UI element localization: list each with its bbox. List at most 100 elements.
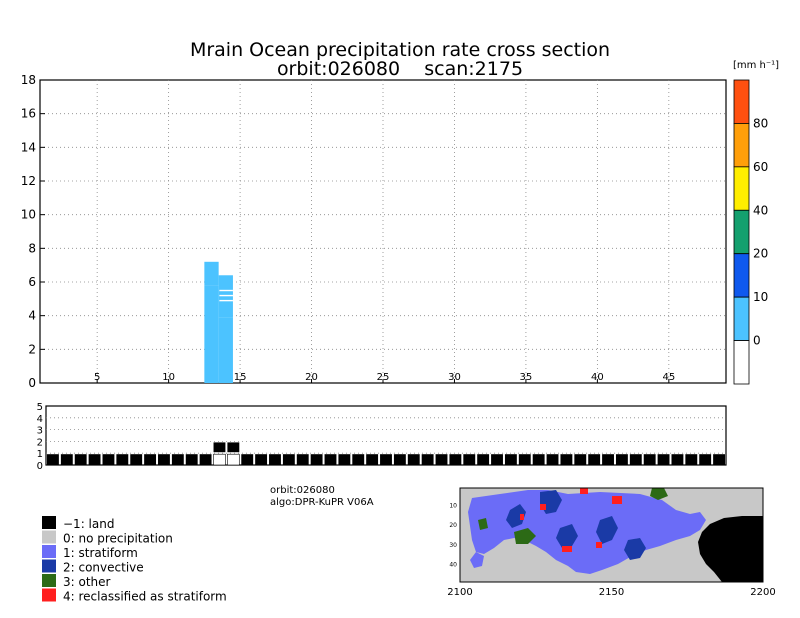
legend-label: 3: other [63,575,111,589]
chart-title: Mrain Ocean precipitation rate cross sec… [190,39,610,61]
type-bar [296,454,309,465]
type-bar [421,454,434,465]
map-y-tick-label: 10 [449,503,457,510]
main-x-tick-label: 30 [448,372,461,383]
main-x-tick-label: 25 [377,372,390,383]
colorbar-tick-label: 0 [753,334,761,348]
type-y-tick-label: 1 [37,449,43,460]
type-bar [213,442,226,453]
type-bar [532,454,545,465]
type-bar [144,454,157,465]
map-other-patch [514,528,536,544]
map-y-tick-label: 30 [449,542,457,549]
colorbar-tick-label: 60 [753,160,768,174]
map-stratiform-patch [470,552,484,568]
type-bar-base [213,453,226,466]
main-y-tick-label: 2 [28,342,36,356]
type-bar [282,454,295,465]
colorbar-unit: [mm h⁻¹] [733,60,779,71]
precip-cell [218,317,233,383]
map-reclassified-patch [612,496,622,504]
map-x-tick-label: 2200 [750,587,775,598]
colorbar-tick-label: 20 [753,247,768,261]
precip-cell-gap [219,289,233,292]
legend-swatch [42,559,56,573]
type-bar [380,454,392,465]
type-y-tick-label: 3 [37,426,43,437]
type-bar [199,454,212,465]
main-y-tick-label: 16 [21,107,36,121]
type-y-tick-label: 0 [37,461,43,472]
colorbar-box [733,166,750,211]
main-x-tick-label: 40 [591,372,604,383]
precip-cell-gap [219,299,233,302]
type-y-tick-label: 2 [37,437,43,448]
type-bar [574,454,587,465]
type-bar [699,454,712,465]
type-bar [366,454,379,465]
type-bar [685,454,698,465]
precip-cell [204,261,219,286]
type-bar [560,454,573,465]
map-x-tick-label: 2100 [447,587,472,598]
type-bar [602,454,614,465]
type-bar [352,454,365,465]
type-bar [255,454,268,465]
map-x-ticks: 2100 2150 2200 [447,587,775,598]
type-grid [46,417,726,454]
type-bar [435,454,448,465]
type-bar [477,454,490,465]
cross-section-panel: 5 10 15 20 25 30 35 40 45 0 2 4 6 8 10 12 14 16 18 [21,73,727,390]
map-y-tick-label: 40 [449,561,457,568]
main-x-tick-label: 45 [662,372,675,383]
type-bar [158,454,170,465]
type-bar [643,454,656,465]
main-y-tick-label: 10 [21,208,36,222]
legend-swatch [42,530,56,544]
type-bar [615,454,628,465]
type-bars [47,442,725,466]
colorbar-boxes [733,79,750,385]
type-bar [393,454,406,465]
type-bar [338,454,351,465]
type-bar [657,454,670,465]
type-y-tick-label: 4 [37,414,43,425]
legend-label: 1: stratiform [63,546,138,560]
map-convective-patch [506,504,526,528]
main-x-tick-label: 20 [305,372,318,383]
type-bar [227,442,240,453]
main-x-tick-label: 10 [162,372,175,383]
type-bar [713,454,725,465]
map-reclassified-patch [520,514,524,520]
legend-label: −1: land [63,517,114,531]
main-x-tick-label: 5 [94,372,100,383]
main-plot-frame [39,79,727,384]
colorbar-tick-label: 40 [753,203,768,217]
colorbar-box [733,253,750,298]
main-y-tick-label: 14 [21,140,36,154]
type-bar [102,454,115,465]
type-bar [629,454,642,465]
colorbar-tick-label: 10 [753,290,768,304]
precip-cell [204,285,219,383]
type-bar [185,454,198,465]
type-bar [324,454,337,465]
legend-label: 2: convective [63,561,144,575]
map-x-tick-label: 2150 [599,587,624,598]
type-bar [546,454,559,465]
colorbar-tick-label: 80 [753,116,768,130]
type-bar [269,454,281,465]
type-bar [171,454,184,465]
colorbar: [mm h⁻¹] 0 10 20 40 60 80 [733,60,779,385]
type-bar [504,454,517,465]
map-frame [459,487,764,583]
type-bar [463,454,476,465]
colorbar-box [733,296,750,341]
map-convective-patch [556,524,578,548]
legend-swatch [42,545,56,558]
map-reclassified-patch [540,504,546,510]
